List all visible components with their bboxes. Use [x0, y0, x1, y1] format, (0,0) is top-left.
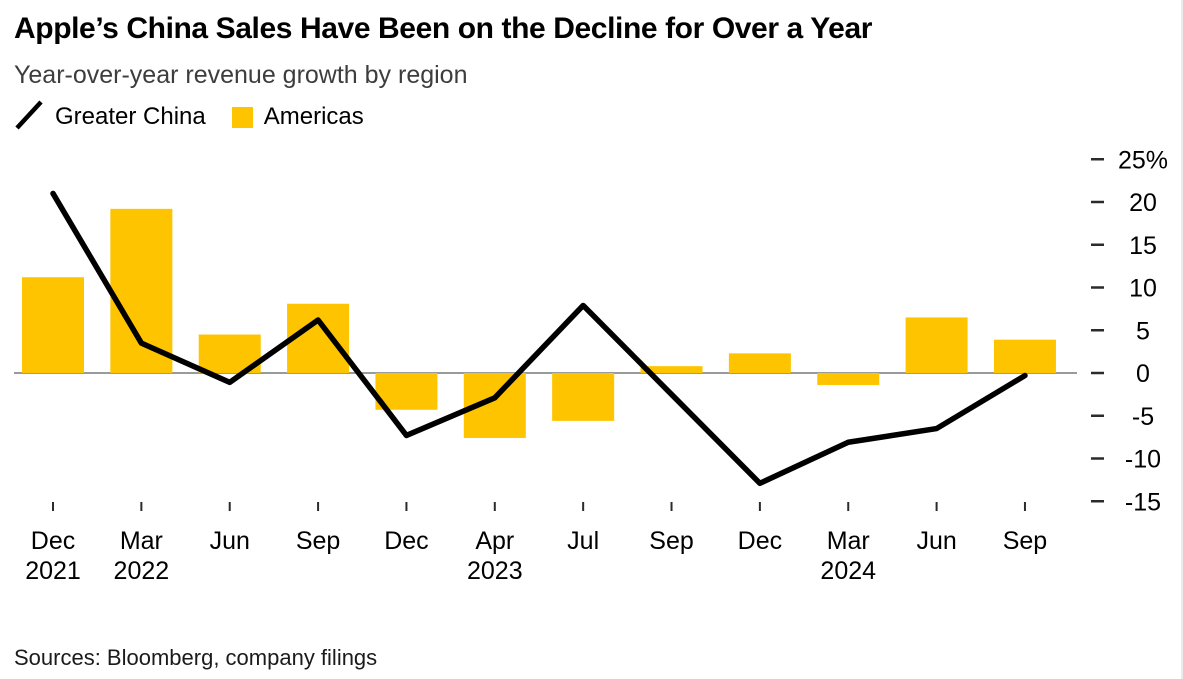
bar-mar-2022	[110, 209, 173, 374]
x-tick-label-year: 2023	[467, 557, 523, 585]
x-tick-label-month: Sep	[296, 527, 340, 555]
y-tick-label: 10	[1129, 275, 1157, 303]
y-tick-label: 20	[1129, 189, 1157, 217]
x-tick-label-month: Dec	[738, 527, 782, 555]
bar-dec-2023	[728, 353, 791, 374]
bar-dec-2021	[22, 277, 84, 374]
x-tick-label-year: 2022	[114, 557, 170, 585]
line-series-greater-china	[50, 190, 1028, 487]
bar-jun-2024	[905, 317, 968, 374]
y-axis: 25% 20 15 10 5 0 -5 -10 -15	[1091, 147, 1168, 517]
bar-dec-2022	[375, 373, 438, 411]
bar-mar-2024	[817, 373, 880, 386]
x-tick-label-month: Mar	[827, 527, 870, 555]
y-tick-label: -5	[1132, 403, 1154, 431]
x-tick-label-year: 2021	[25, 557, 81, 585]
x-tick-label-month: Sep	[1003, 527, 1047, 555]
x-tick-label-month: Sep	[649, 527, 693, 555]
y-tick-label: 25%	[1118, 147, 1168, 175]
chart-subtitle: Year-over-year revenue growth by region	[14, 60, 468, 89]
legend-item-americas: Americas	[231, 103, 364, 131]
bar-sep-2024	[993, 339, 1056, 374]
y-tick-label: -10	[1125, 446, 1161, 474]
source-note: Sources: Bloomberg, company filings	[14, 645, 378, 670]
line-slash-icon	[14, 99, 44, 136]
bar-sep-2022	[287, 303, 350, 374]
bar-series-americas	[22, 209, 1056, 439]
bar-jul-2023	[552, 373, 615, 422]
y-tick-label: -15	[1125, 489, 1161, 517]
x-tick-label-month: Mar	[120, 527, 163, 555]
legend: Greater China Americas	[14, 100, 1167, 132]
legend-item-greater-china: Greater China	[14, 99, 206, 136]
x-tick-label-month: Dec	[384, 527, 428, 555]
x-tick-label-month: Jun	[210, 527, 250, 555]
y-tick-label: 0	[1136, 360, 1150, 388]
bar-swatch-icon	[231, 106, 253, 128]
line-path-greater-china	[50, 190, 1028, 487]
bar-sep-2023	[640, 366, 703, 374]
y-tick-label: 15	[1129, 232, 1157, 260]
x-tick-label-month: Jun	[916, 527, 956, 555]
legend-label-americas: Americas	[263, 103, 364, 131]
x-tick-label-month: Jul	[567, 527, 599, 555]
chart-title: Apple’s China Sales Have Been on the Dec…	[14, 12, 873, 45]
x-tick-label-month: Dec	[31, 527, 75, 555]
y-tick-label: 5	[1136, 318, 1150, 346]
x-tick-label-month: Apr	[475, 527, 514, 555]
legend-label-greater-china: Greater China	[55, 103, 206, 131]
x-tick-label-year: 2024	[820, 557, 876, 585]
